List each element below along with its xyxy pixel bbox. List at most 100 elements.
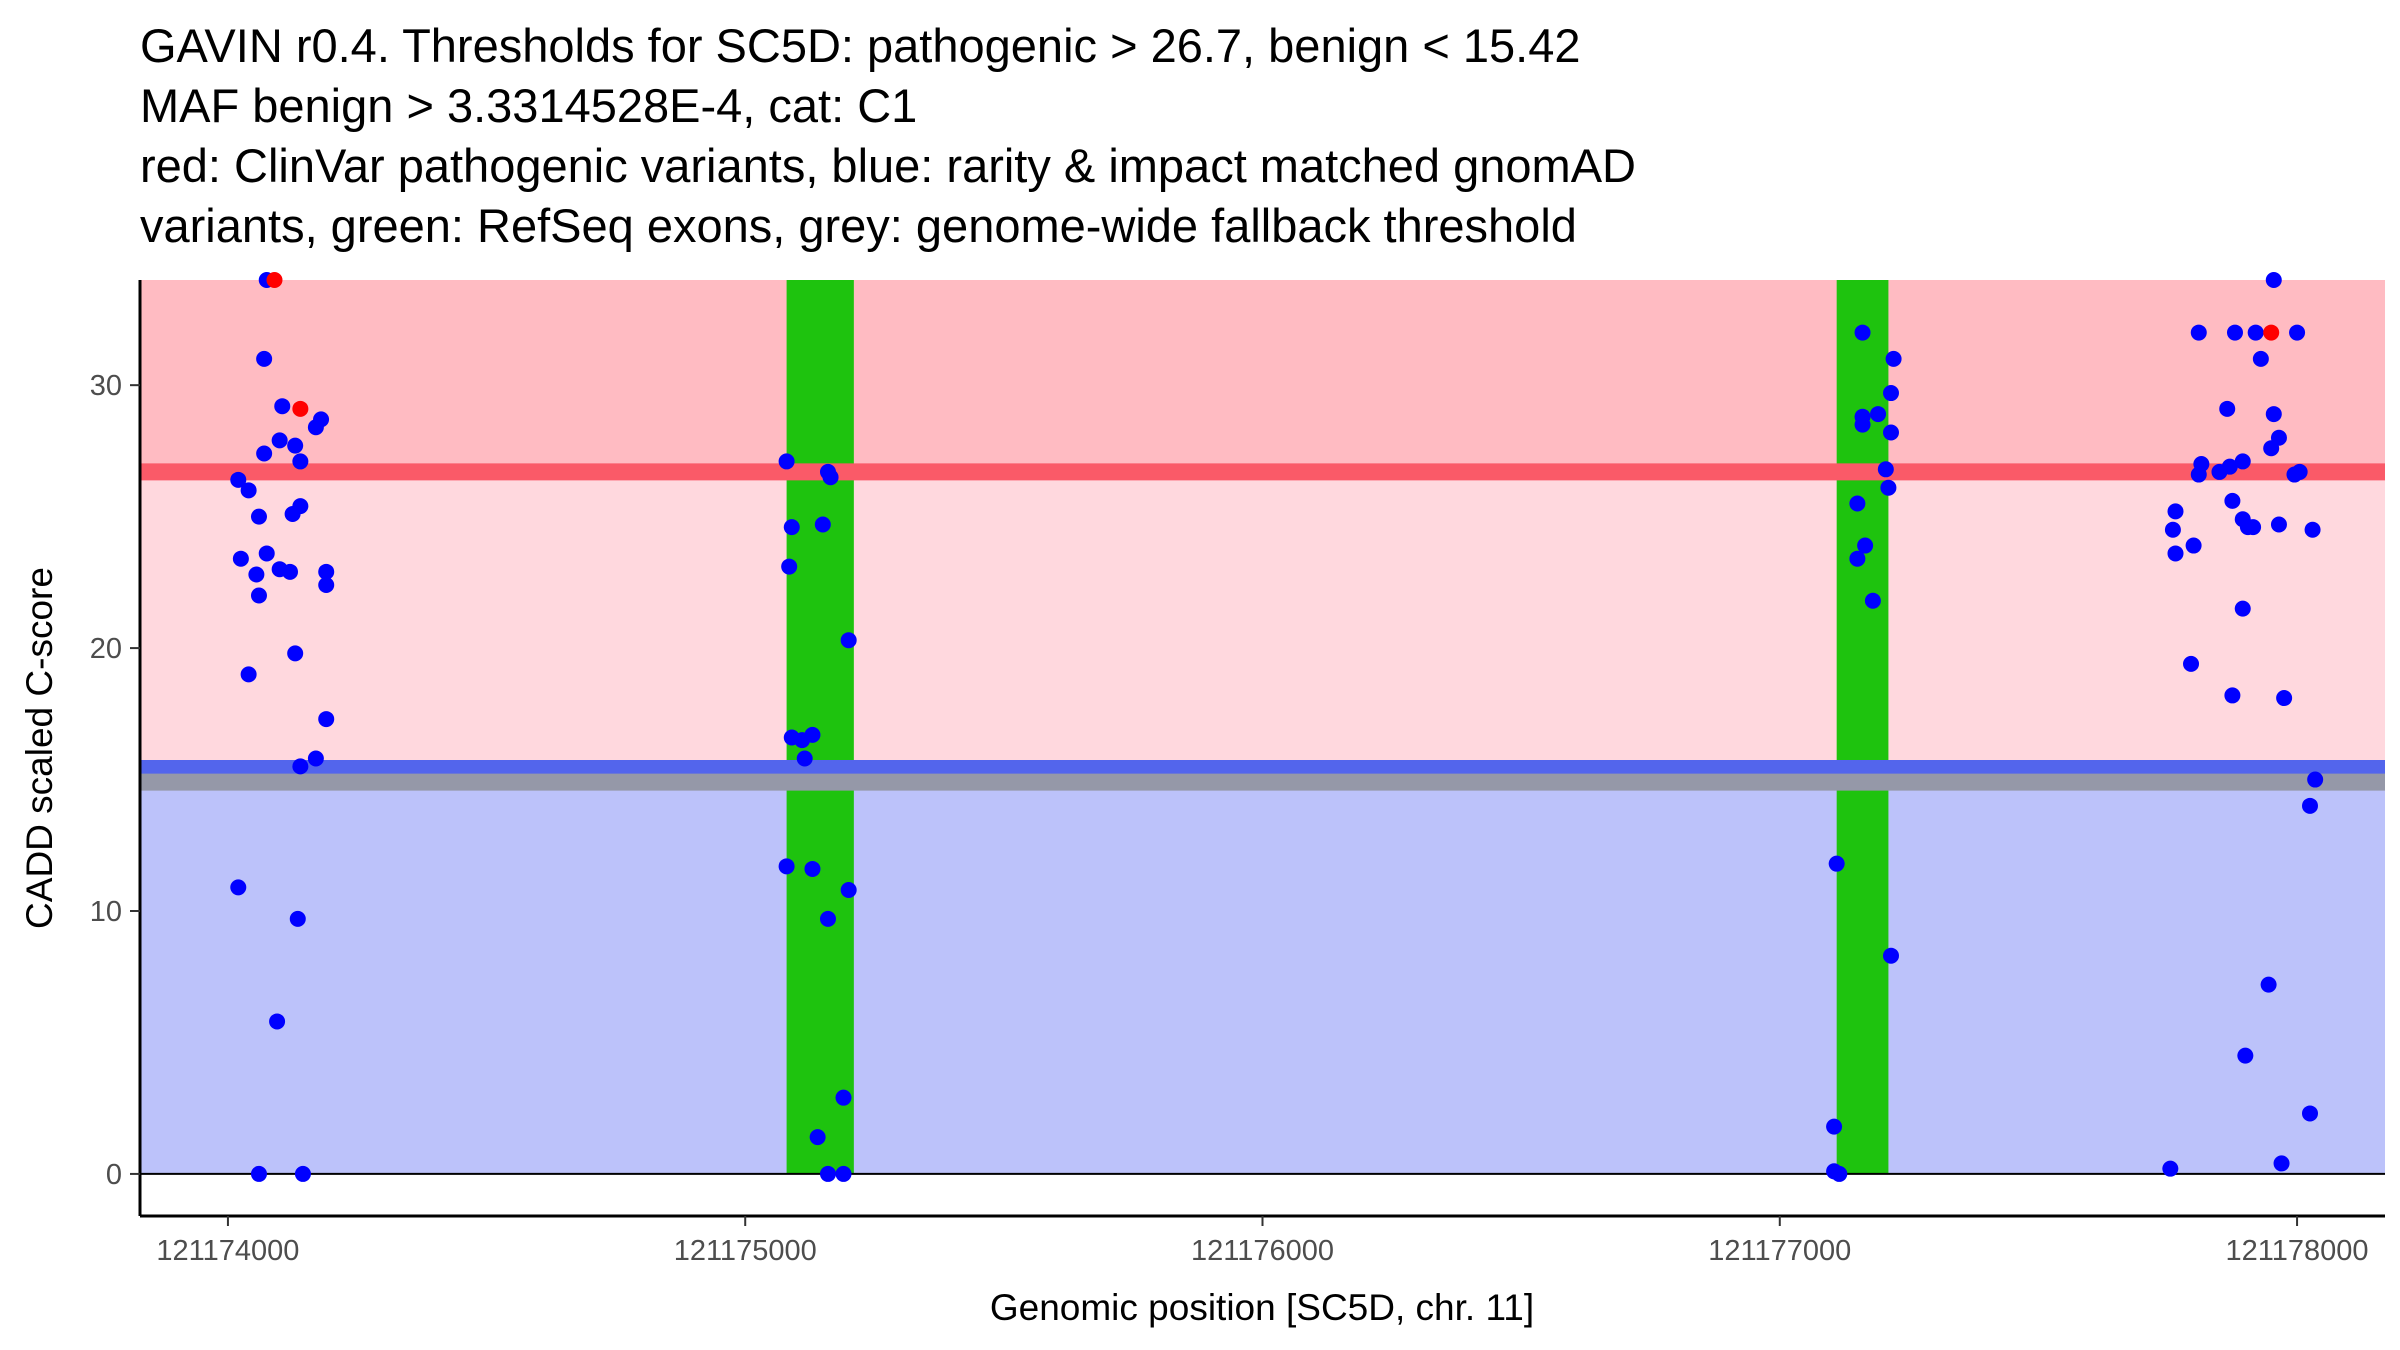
y-tick-label: 0 <box>106 1159 122 1191</box>
chart-title-line-1: GAVIN r0.4. Thresholds for SC5D: pathoge… <box>140 19 1581 72</box>
gnomad-point-80 <box>2234 453 2251 470</box>
gnomad-point-12 <box>282 563 299 580</box>
gnomad-point-66 <box>1828 855 1845 872</box>
gnomad-point-65 <box>1882 947 1899 964</box>
gnomad-point-31 <box>250 1165 267 1182</box>
gnomad-point-96 <box>2167 545 2184 562</box>
gnomad-point-34 <box>783 519 800 536</box>
gnomad-point-26 <box>307 750 324 767</box>
chart-title-line-2: MAF benign > 3.3314528E-4, cat: C1 <box>140 79 918 132</box>
gnomad-point-33 <box>778 453 795 470</box>
gnomad-point-35 <box>781 558 798 575</box>
gnomad-point-39 <box>840 632 857 649</box>
gnomad-point-50 <box>819 1165 836 1182</box>
gnomad-point-98 <box>2183 655 2200 672</box>
gnomad-point-10 <box>258 545 275 562</box>
gnomad-point-52 <box>1854 324 1871 341</box>
gnomad-point-67 <box>1826 1118 1843 1135</box>
pathogenic-zone <box>140 280 2385 472</box>
gnomad-point-87 <box>2167 503 2184 520</box>
x-tick-label: 121178000 <box>2226 1235 2369 1267</box>
gnomad-point-56 <box>1870 406 1887 423</box>
gnomad-point-48 <box>835 1089 852 1106</box>
gnomad-point-63 <box>1849 550 1866 567</box>
gnomad-point-53 <box>1885 350 1902 367</box>
gnomad-point-49 <box>809 1129 826 1146</box>
gnomad-point-106 <box>2273 1155 2290 1172</box>
x-tick-label: 121177000 <box>1708 1235 1851 1267</box>
gnomad-point-72 <box>2247 324 2264 341</box>
benign-zone <box>140 768 2385 1174</box>
gnomad-point-59 <box>1877 461 1894 478</box>
gnomad-point-99 <box>2224 687 2241 704</box>
gnomad-point-76 <box>2219 400 2236 417</box>
gnomad-point-5 <box>240 482 257 499</box>
gnomad-point-43 <box>796 750 813 767</box>
gnomad-point-30 <box>269 1013 286 1030</box>
gnomad-point-69 <box>1831 1165 1848 1182</box>
gnomad-point-92 <box>2245 519 2262 536</box>
gnomad-point-95 <box>2185 537 2202 554</box>
gnomad-point-51 <box>835 1165 852 1182</box>
gnomad-point-61 <box>1849 495 1866 512</box>
gnomad-point-32 <box>294 1165 311 1182</box>
clinvar-point-2 <box>292 400 309 417</box>
x-tick-label: 121175000 <box>674 1235 817 1267</box>
gnomad-point-101 <box>2307 771 2324 788</box>
gnomad-point-2 <box>256 350 273 367</box>
gnomad-point-28 <box>230 879 247 896</box>
threshold-lines <box>140 463 2385 1175</box>
y-tick-label: 20 <box>90 633 122 665</box>
gnomad-point-14 <box>271 432 288 449</box>
gnomad-point-94 <box>2304 521 2321 538</box>
gnomad-point-45 <box>804 860 821 877</box>
gnomad-point-25 <box>318 711 335 728</box>
threshold-regions <box>140 280 2385 1174</box>
gnomad-point-57 <box>1854 416 1871 433</box>
y-tick-label: 30 <box>90 370 122 402</box>
gnomad-point-70 <box>2190 324 2207 341</box>
variant-points <box>230 272 2324 1182</box>
gnomad-point-83 <box>2190 466 2207 483</box>
gnomad-point-75 <box>2252 350 2269 367</box>
gnomad-point-27 <box>292 758 309 775</box>
gnomad-point-37 <box>822 469 839 486</box>
gnomad-point-97 <box>2234 600 2251 617</box>
gnomad-point-38 <box>814 516 831 533</box>
gnomad-point-13 <box>240 666 257 683</box>
x-axis-title: Genomic position [SC5D, chr. 11] <box>990 1287 1534 1328</box>
gnomad-point-103 <box>2260 976 2277 993</box>
gnomad-point-15 <box>274 398 291 415</box>
y-axis-title: CADD scaled C-score <box>19 567 60 929</box>
clinvar-point-3 <box>2263 324 2280 341</box>
gnomad-point-100 <box>2276 690 2293 707</box>
gnomad-point-71 <box>2226 324 2243 341</box>
gnomad-point-73 <box>2289 324 2306 341</box>
exon-bar-1 <box>786 280 854 1174</box>
gnomad-point-3 <box>256 445 273 462</box>
gnomad-point-107 <box>2162 1160 2179 1177</box>
gnomad-point-29 <box>289 910 306 927</box>
gnomad-point-102 <box>2301 797 2318 814</box>
gnomad-point-54 <box>1882 385 1899 402</box>
gnomad-point-19 <box>292 498 309 515</box>
gnomad-point-22 <box>318 563 335 580</box>
gnomad-point-104 <box>2237 1047 2254 1064</box>
gnomad-point-44 <box>778 858 795 875</box>
gnomad-point-17 <box>292 453 309 470</box>
gnomad-point-89 <box>2164 521 2181 538</box>
gnomad-point-88 <box>2224 492 2241 509</box>
axis-ticks: 0 10 20 30 121174000 121175000 121176000 121177… <box>90 370 2369 1267</box>
chart-title-line-4: variants, green: RefSeq exons, grey: gen… <box>140 199 1577 252</box>
clinvar-point-1 <box>266 272 283 288</box>
gnomad-point-21 <box>313 411 330 428</box>
gnomad-point-84 <box>2211 463 2228 480</box>
gnomad-point-8 <box>232 550 249 567</box>
gnomad-point-58 <box>1882 424 1899 441</box>
gnomad-point-105 <box>2301 1105 2318 1122</box>
gnomad-point-4 <box>230 471 247 488</box>
gnomad-point-16 <box>287 437 304 454</box>
x-tick-label: 121174000 <box>156 1235 299 1267</box>
chart-title-line-3: red: ClinVar pathogenic variants, blue: … <box>140 139 1636 192</box>
